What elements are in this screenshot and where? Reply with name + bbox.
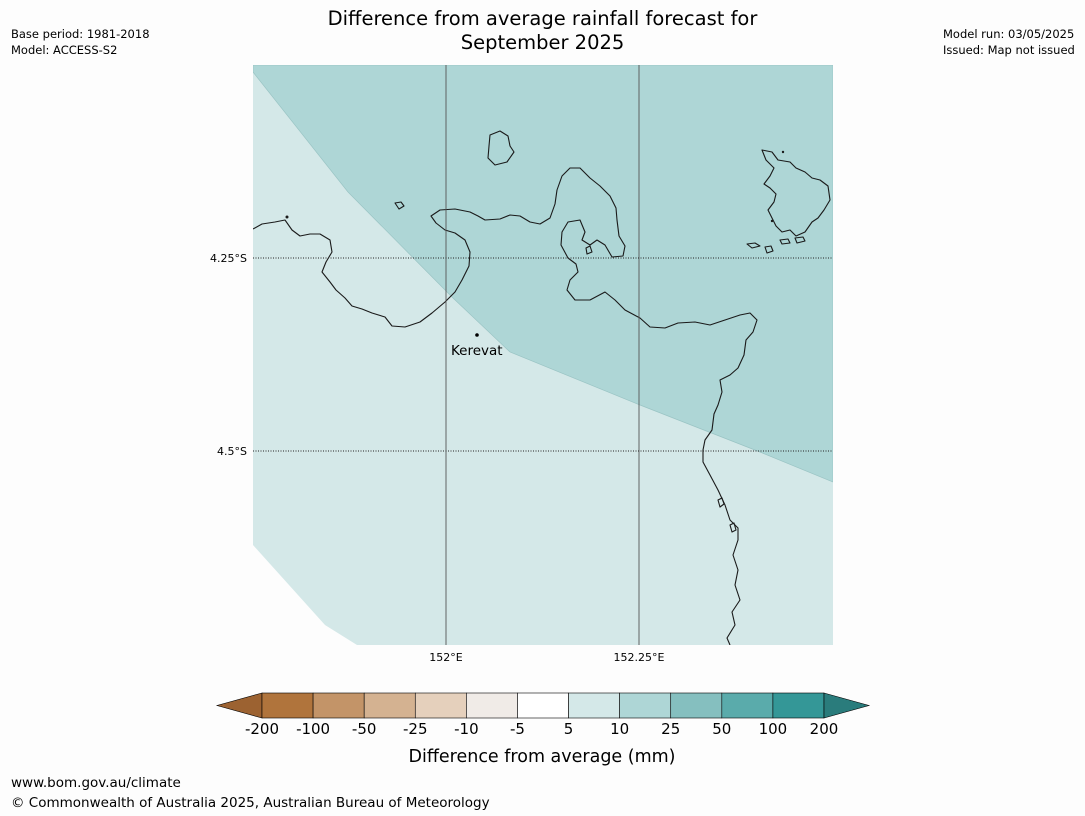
map-panel: Kerevat <box>253 65 833 645</box>
colorbar-segment <box>619 692 672 719</box>
footer-copyright: © Commonwealth of Australia 2025, Austra… <box>11 795 490 811</box>
colorbar-segment <box>517 692 569 719</box>
model-text: Model: ACCESS-S2 <box>11 43 118 57</box>
colorbar-tick-label: 50 <box>712 720 731 738</box>
colorbar-segment <box>772 692 825 719</box>
islet-dot <box>285 215 289 219</box>
lon-label-152: 152°E <box>429 651 462 664</box>
colorbar-segment <box>466 692 518 719</box>
footer-url: www.bom.gov.au/climate <box>11 775 181 791</box>
no-data-corner <box>253 545 357 645</box>
title-line-2: September 2025 <box>460 31 625 54</box>
colorbar-segment <box>568 692 620 719</box>
colorbar-extend-high <box>823 692 871 719</box>
colorbar-tick-label: -50 <box>352 720 377 738</box>
colorbar-tick-label: -200 <box>245 720 279 738</box>
lat-label-4-25: 4.25°S <box>210 252 247 265</box>
kerevat-label: Kerevat <box>451 343 503 359</box>
base-period-text: Base period: 1981-2018 <box>11 27 150 41</box>
model-run-text: Model run: 03/05/2025 <box>943 27 1075 41</box>
graticule <box>253 65 833 645</box>
kerevat-marker <box>475 333 479 337</box>
islet-dot <box>770 219 774 223</box>
coastline <box>253 130 831 645</box>
colorbar-tick-label: -10 <box>454 720 479 738</box>
lat-label-4-5: 4.5°S <box>217 445 247 458</box>
issued-text: Issued: Map not issued <box>943 43 1075 57</box>
colorbar-tick-label: -25 <box>403 720 428 738</box>
title-line-1: Difference from average rainfall forecas… <box>327 7 758 30</box>
colorbar-tick-label: -5 <box>510 720 525 738</box>
colorbar-segment <box>414 692 467 719</box>
zone-10-25 <box>253 65 833 483</box>
colorbar-title: Difference from average (mm) <box>408 747 675 767</box>
colorbar-tick-label: 25 <box>661 720 680 738</box>
colorbar: -200 -100 -50 -25 -10 -5 5 10 25 50 100 200 <box>215 692 871 738</box>
colorbar-tick-label: 10 <box>610 720 629 738</box>
colorbar-segment <box>670 692 723 719</box>
colorbar-tick-label: 200 <box>810 720 839 738</box>
colorbar-segment <box>363 692 416 719</box>
colorbar-tick-label: 5 <box>564 720 574 738</box>
map-title: Difference from average rainfall forecas… <box>240 7 845 55</box>
colorbar-segment <box>261 692 314 719</box>
meta-right: Model run: 03/05/2025 Issued: Map not is… <box>943 26 1075 58</box>
islet-dot <box>781 150 785 154</box>
meta-left: Base period: 1981-2018 Model: ACCESS-S2 <box>11 26 150 58</box>
colorbar-tick-label: -100 <box>296 720 330 738</box>
colorbar-segment <box>721 692 774 719</box>
colorbar-tick-label: 100 <box>759 720 788 738</box>
colorbar-extend-low <box>215 692 263 719</box>
lon-label-152-25: 152.25°E <box>614 651 665 664</box>
colorbar-segment <box>312 692 365 719</box>
